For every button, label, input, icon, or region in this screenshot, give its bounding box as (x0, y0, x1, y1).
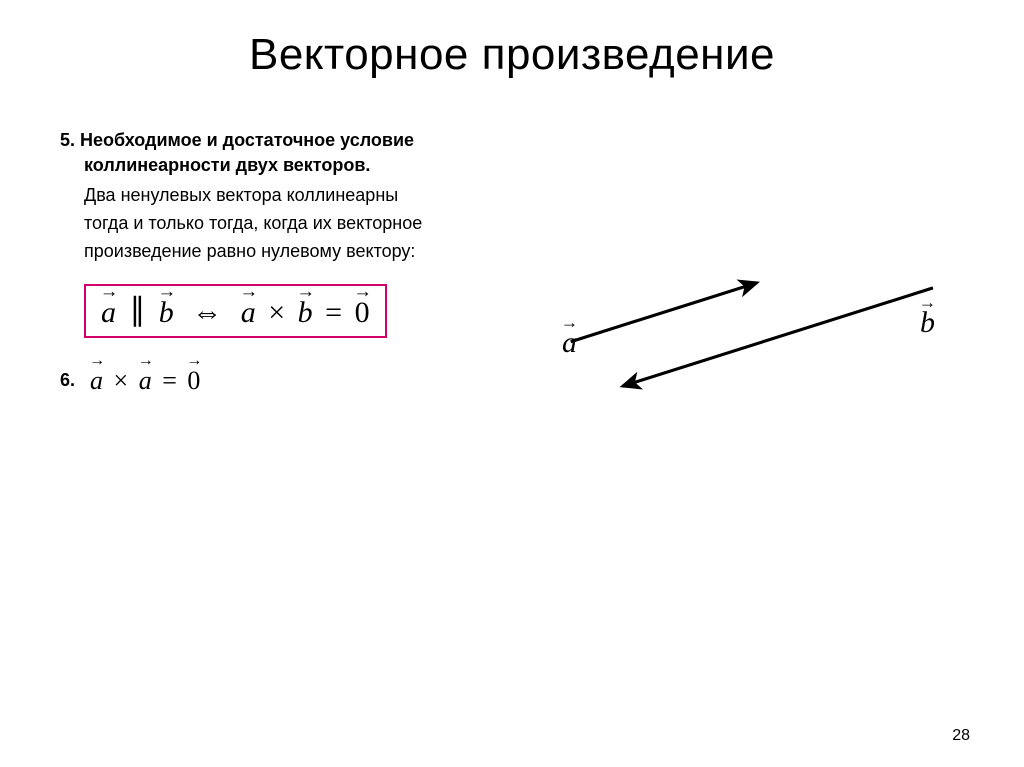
item5-line2: тогда и только тогда, когда их векторное (84, 210, 520, 238)
vector-a-letter-3: a (90, 366, 103, 395)
vector-a-3: → a (89, 366, 104, 396)
parallel-symbol: ∥ (130, 292, 146, 327)
item6: 6. → a × → a = → 0 (60, 366, 520, 396)
vector-arrow-icon: → (239, 283, 257, 302)
diagram-label-a: → a (562, 326, 577, 360)
vector-arrow-icon: → (296, 283, 314, 302)
slide: Векторное произведение 5. Необходимое и … (0, 0, 1024, 767)
vector-b-arrow (622, 288, 933, 386)
slide-title: Векторное произведение (60, 30, 964, 80)
vector-arrow-icon: → (186, 353, 201, 369)
item6-number: 6. (60, 370, 75, 391)
zero-vector: → 0 (354, 296, 371, 330)
vector-arrow-icon: → (157, 283, 175, 302)
vector-arrow-icon: → (89, 353, 104, 369)
item5-line3: произведение равно нулевому вектору: (84, 238, 520, 266)
item5-heading: 5. Необходимое и достаточное условие (60, 130, 520, 151)
iff-symbol: ⇔ (192, 296, 222, 329)
left-column: 5. Необходимое и достаточное условие кол… (60, 130, 520, 396)
times-symbol-2: × (114, 366, 129, 395)
zero-letter-2: 0 (187, 366, 200, 395)
content-row: 5. Необходимое и достаточное условие кол… (60, 130, 964, 460)
vector-b-2: → b (297, 296, 314, 330)
page-number: 28 (952, 727, 970, 745)
item5-line1: Два ненулевых вектора коллинеарны (84, 182, 520, 210)
item6-formula: → a × → a = → 0 (89, 366, 201, 396)
diagram-label-b: → b (920, 306, 935, 340)
times-symbol: × (268, 296, 285, 329)
vector-a-4: → a (138, 366, 153, 396)
vector-arrow-icon: → (138, 353, 153, 369)
vector-arrow-icon: → (353, 283, 371, 302)
vector-arrow-icon: → (100, 283, 118, 302)
vector-a-2: → a (240, 296, 257, 330)
item5-subheading: коллинеарности двух векторов. (84, 155, 520, 176)
zero-vector-2: → 0 (186, 366, 201, 396)
vector-a: → a (100, 296, 117, 330)
vector-b: → b (158, 296, 175, 330)
vector-a-arrow (571, 283, 757, 342)
equals-symbol-2: = (162, 366, 177, 395)
vectors-diagram: → a → b (550, 240, 964, 460)
collinearity-formula-box: → a ∥ → b ⇔ → a × → b = (84, 284, 387, 338)
vector-arrow-icon: → (561, 314, 578, 331)
item5-number: 5. (60, 130, 75, 150)
equals-symbol: = (325, 296, 342, 329)
vector-arrow-icon: → (919, 294, 936, 311)
vector-a-letter-4: a (139, 366, 152, 395)
diagram-svg (550, 240, 964, 460)
item5-heading-text: Необходимое и достаточное условие (80, 130, 414, 150)
